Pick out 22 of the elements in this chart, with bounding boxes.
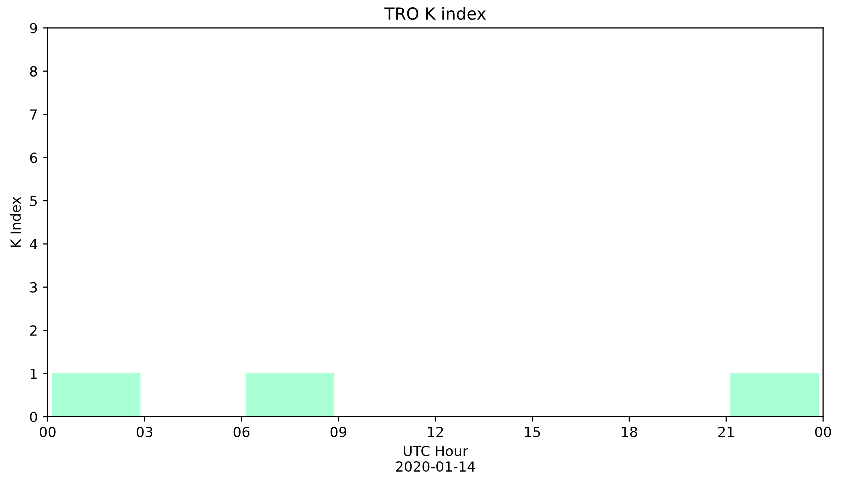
x-tick-label: 06 (234, 426, 250, 438)
x-tick-label: 00 (815, 426, 832, 438)
chart-title: TRO K index (384, 7, 486, 20)
y-tick-label: 7 (30, 110, 38, 120)
y-axis-title: K Index (10, 197, 22, 248)
x-tick-label: 18 (622, 426, 638, 438)
y-tick-label: 1 (30, 368, 37, 380)
y-tick-label: 9 (30, 23, 38, 34)
x-tick-label: 21 (718, 426, 734, 438)
y-tick-label: 5 (30, 196, 37, 206)
y-tick-label: 0 (30, 412, 38, 422)
y-tick-label: 3 (30, 282, 38, 293)
y-tick-label: 4 (30, 239, 38, 250)
y-tick-label: 8 (30, 66, 38, 77)
x-axis-title: UTC Hour 2020-01-14 (396, 446, 476, 472)
x-tick-label: 03 (136, 426, 153, 438)
y-tick-label: 6 (30, 152, 38, 164)
x-tick-label: 15 (525, 427, 540, 438)
x-tick-label: 12 (428, 426, 444, 438)
x-tick-label: 00 (40, 426, 56, 438)
x-tick-label: 09 (330, 426, 347, 438)
y-tick-label: 2 (30, 326, 37, 336)
